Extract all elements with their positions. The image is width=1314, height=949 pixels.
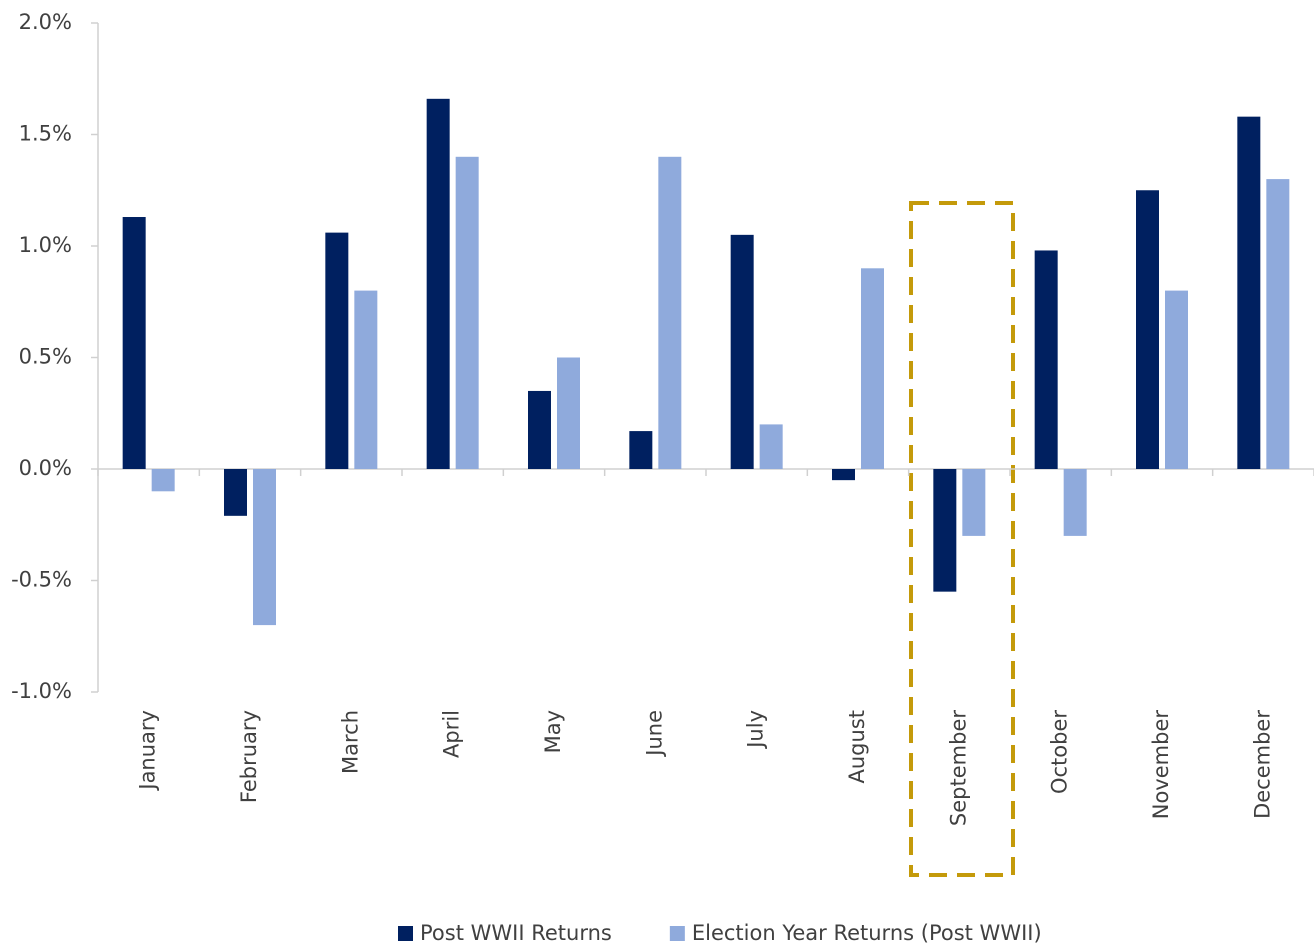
bar <box>1034 250 1058 469</box>
bar <box>253 469 276 626</box>
bar <box>1237 116 1261 469</box>
bar <box>1165 290 1188 469</box>
x-tick-label: August <box>845 710 869 784</box>
bar <box>933 469 957 592</box>
x-tick-label: October <box>1048 710 1072 794</box>
bar <box>832 469 855 481</box>
bar <box>557 357 580 469</box>
x-tick-label: December <box>1250 710 1274 819</box>
bar <box>426 98 450 469</box>
y-tick-label: 2.0% <box>19 10 72 34</box>
y-tick-label: -1.0% <box>11 679 72 703</box>
y-tick-label: -0.5% <box>11 568 72 592</box>
bar <box>962 469 986 536</box>
bar <box>730 234 754 469</box>
bar <box>325 232 349 469</box>
y-tick-label: 0.0% <box>19 456 72 480</box>
highlight-box <box>909 201 1015 877</box>
x-tick-label: February <box>237 710 261 803</box>
bar <box>122 217 146 469</box>
bar <box>1266 179 1290 469</box>
x-tick-label: March <box>338 710 362 774</box>
bar <box>151 469 175 492</box>
y-tick-label: 0.5% <box>19 345 72 369</box>
bar <box>455 156 479 470</box>
bar <box>1063 469 1087 536</box>
legend-swatch <box>398 926 413 941</box>
bar <box>861 268 884 469</box>
legend-label: Post WWII Returns <box>420 921 612 945</box>
bar <box>528 390 551 469</box>
bar <box>354 290 378 469</box>
y-tick-label: 1.5% <box>19 122 72 146</box>
bar <box>224 469 247 516</box>
legend-swatch <box>669 926 685 941</box>
x-tick-label: July <box>744 710 768 750</box>
y-tick-label: 1.0% <box>19 233 72 257</box>
x-tick-label: September <box>946 710 970 826</box>
bar <box>1136 190 1159 469</box>
x-tick-label: June <box>642 710 666 758</box>
bar <box>658 156 682 470</box>
bar <box>629 431 653 469</box>
x-tick-label: November <box>1149 710 1173 820</box>
x-tick-label: January <box>136 710 160 792</box>
x-tick-label: April <box>440 710 464 758</box>
legend-label: Election Year Returns (Post WWII) <box>692 921 1042 945</box>
x-tick-label: May <box>541 710 565 753</box>
bar <box>759 424 783 469</box>
